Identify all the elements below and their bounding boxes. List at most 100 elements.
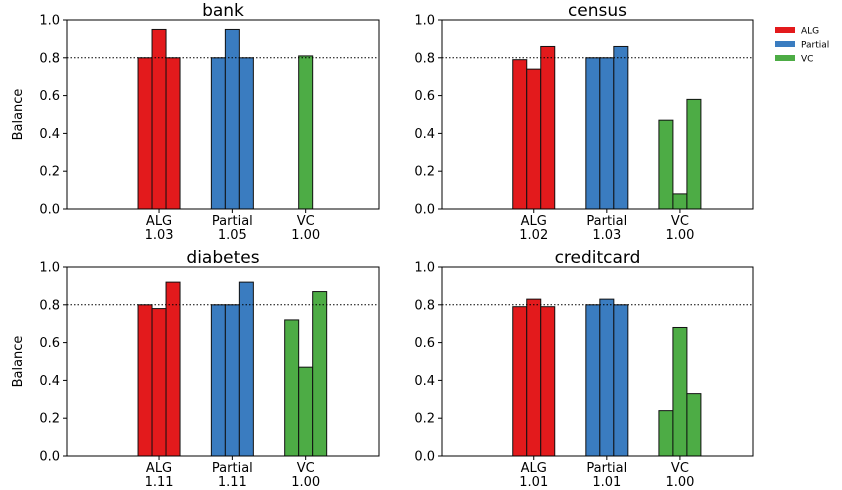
x-tick-label: VC xyxy=(671,461,689,476)
x-tick-score: 1.01 xyxy=(592,475,621,490)
x-tick-score: 1.11 xyxy=(218,475,247,490)
bar-partial-2 xyxy=(599,298,615,457)
chart-panel-creditcard: ALG1.01Partial1.01VC1.000.00.20.40.60.81… xyxy=(414,248,754,490)
x-tick-score: 1.00 xyxy=(291,228,320,243)
bar-partial-3 xyxy=(238,281,254,457)
bar-partial-1 xyxy=(210,304,226,457)
legend-swatch-alg xyxy=(775,27,795,33)
y-tick-label: 0.2 xyxy=(414,165,435,180)
bar-partial-2 xyxy=(224,304,240,457)
y-tick-label: 0.6 xyxy=(414,89,435,104)
y-tick-label: 0.6 xyxy=(39,336,60,351)
x-tick-label: ALG xyxy=(146,214,172,229)
x-tick-label: Partial xyxy=(212,214,253,229)
bar-vc-2 xyxy=(298,366,314,457)
bar-alg-1 xyxy=(137,304,153,457)
chart-title: bank xyxy=(202,1,244,21)
bar-alg-3 xyxy=(540,306,556,457)
bar-alg-1 xyxy=(512,59,528,210)
chart-title: creditcard xyxy=(555,248,641,268)
y-axis-label: Balance xyxy=(11,89,26,141)
bar-partial-1 xyxy=(585,57,601,210)
y-tick-label: 0.8 xyxy=(414,298,435,313)
axes-frame xyxy=(441,266,754,457)
y-axis-label: Balance xyxy=(11,336,26,388)
bar-vc-1 xyxy=(658,410,674,457)
y-tick-label: 0.4 xyxy=(39,127,60,142)
x-tick-score: 1.00 xyxy=(291,475,320,490)
chart-title: census xyxy=(568,1,627,21)
bar-partial-1 xyxy=(585,304,601,457)
legend-swatch-vc xyxy=(775,55,795,61)
legend-label-alg: ALG xyxy=(801,27,819,37)
x-tick-label: VC xyxy=(297,214,315,229)
x-tick-label: Partial xyxy=(586,461,627,476)
bar-vc-2 xyxy=(672,326,688,457)
y-tick-label: 1.0 xyxy=(414,14,435,29)
y-tick-label: 0.0 xyxy=(39,450,60,465)
axes-frame xyxy=(441,19,754,210)
x-tick-label: VC xyxy=(671,214,689,229)
x-tick-label: ALG xyxy=(521,214,547,229)
bar-alg-2 xyxy=(151,308,167,457)
x-tick-score: 1.00 xyxy=(665,475,694,490)
bar-vc-3 xyxy=(686,98,702,210)
axes-frame xyxy=(66,19,380,210)
x-tick-score: 1.05 xyxy=(218,228,247,243)
y-tick-label: 0.0 xyxy=(414,450,435,465)
x-tick-score: 1.11 xyxy=(145,475,174,490)
x-tick-score: 1.03 xyxy=(145,228,174,243)
bar-alg-2 xyxy=(526,298,542,457)
y-tick-label: 1.0 xyxy=(39,14,60,29)
y-tick-label: 0.6 xyxy=(414,336,435,351)
y-tick-label: 0.2 xyxy=(414,412,435,427)
bar-alg-2 xyxy=(151,28,167,210)
y-tick-label: 0.8 xyxy=(414,51,435,66)
bar-partial-3 xyxy=(613,304,629,457)
chart-title: diabetes xyxy=(186,248,259,268)
legend: ALG Partial VC xyxy=(775,27,829,65)
x-tick-label: Partial xyxy=(212,461,253,476)
bar-vc-1 xyxy=(298,55,314,210)
bar-alg-3 xyxy=(165,57,181,210)
y-tick-label: 0.2 xyxy=(39,165,60,180)
legend-swatch-partial xyxy=(775,41,795,47)
bar-partial-1 xyxy=(210,57,226,210)
y-tick-label: 0.8 xyxy=(39,298,60,313)
x-tick-score: 1.01 xyxy=(519,475,548,490)
y-tick-label: 1.0 xyxy=(414,261,435,276)
y-tick-label: 0.4 xyxy=(39,374,60,389)
y-tick-label: 0.8 xyxy=(39,51,60,66)
y-tick-label: 0.4 xyxy=(414,374,435,389)
y-tick-label: 0.4 xyxy=(414,127,435,142)
x-tick-label: ALG xyxy=(521,461,547,476)
bar-vc-3 xyxy=(312,291,328,457)
y-tick-label: 0.2 xyxy=(39,412,60,427)
x-tick-score: 1.02 xyxy=(519,228,548,243)
legend-label-partial: Partial xyxy=(801,41,829,51)
bar-vc-1 xyxy=(658,119,674,210)
axes-frame xyxy=(66,266,380,457)
bar-partial-2 xyxy=(599,57,615,210)
bar-alg-3 xyxy=(540,45,556,210)
x-tick-score: 1.00 xyxy=(665,228,694,243)
bar-vc-3 xyxy=(686,393,702,457)
legend-label-vc: VC xyxy=(801,55,813,65)
x-tick-score: 1.03 xyxy=(592,228,621,243)
chart-panel-diabetes: ALG1.11Partial1.11VC1.000.00.20.40.60.81… xyxy=(11,248,380,490)
bar-partial-2 xyxy=(224,28,240,210)
x-tick-label: VC xyxy=(297,461,315,476)
y-tick-label: 0.0 xyxy=(39,203,60,218)
x-tick-label: ALG xyxy=(146,461,172,476)
y-tick-label: 1.0 xyxy=(39,261,60,276)
bar-alg-1 xyxy=(512,306,528,457)
bar-partial-3 xyxy=(238,57,254,210)
bar-alg-3 xyxy=(165,281,181,457)
y-tick-label: 0.0 xyxy=(414,203,435,218)
bar-alg-1 xyxy=(137,57,153,210)
bar-partial-3 xyxy=(613,45,629,210)
bar-alg-2 xyxy=(526,68,542,210)
